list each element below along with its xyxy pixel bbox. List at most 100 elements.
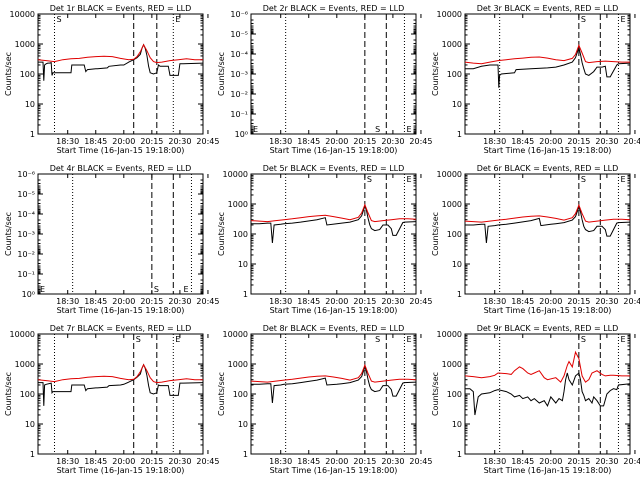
x-tick-label: 20:15 xyxy=(353,297,376,306)
x-tick-label: 20:45 xyxy=(196,137,219,146)
x-tick-label: 18:45 xyxy=(84,137,107,146)
x-tick-label: 20:30 xyxy=(381,297,404,306)
x-tick-label: 20:45 xyxy=(623,297,640,306)
x-tick-label: 20:45 xyxy=(409,137,432,146)
y-axis-label: Counts/sec xyxy=(4,212,13,256)
panel-5: Det 5r BLACK = Events, RED = LLD 1 10 100 10… xyxy=(217,164,432,315)
range-marker: E xyxy=(620,15,625,24)
x-tick-label: 20:15 xyxy=(140,297,163,306)
y-tick-label: 10 xyxy=(452,100,462,109)
x-axis-label: Start Time (16-Jan-15 19:18:00) xyxy=(270,306,398,315)
x-tick-label: 20:30 xyxy=(381,457,404,466)
x-tick-label: 18:30 xyxy=(56,137,79,146)
y-tick-label: 10 xyxy=(452,420,462,429)
plot-frame xyxy=(250,13,417,135)
y-tick-label: 10⁻³ xyxy=(17,230,35,239)
x-axis-label: Start Time (16-Jan-15 19:18:00) xyxy=(484,146,612,155)
y-tick-label: 10000 xyxy=(437,10,462,19)
x-tick-label: 18:45 xyxy=(511,297,534,306)
y-tick-label: 1000 xyxy=(15,40,35,49)
y-tick-label: 1 xyxy=(30,450,35,459)
y-tick-label: 10 xyxy=(238,420,248,429)
y-axis-label: Counts/sec xyxy=(217,372,226,416)
x-tick-label: 20:30 xyxy=(595,137,618,146)
panel-9: Det 9r BLACK = Events, RED = LLD 1 10 100 10… xyxy=(431,324,640,475)
range-marker: E xyxy=(620,335,625,344)
plot-frame xyxy=(250,333,417,455)
y-tick-label: 1 xyxy=(243,290,248,299)
panel-8: Det 8r BLACK = Events, RED = LLD 1 10 100 10… xyxy=(217,324,432,475)
panel-title: Det 4r BLACK = Events, RED = LLD xyxy=(50,164,192,173)
panel-title: Det 3r BLACK = Events, RED = LLD xyxy=(477,4,619,13)
events-series-line xyxy=(251,365,417,404)
x-tick-label: 18:30 xyxy=(269,297,292,306)
x-tick-label: 20:30 xyxy=(168,297,191,306)
panel-title: Det 1r BLACK = Events, RED = LLD xyxy=(50,4,192,13)
y-tick-label: 100 xyxy=(20,70,35,79)
y-tick-label: 1 xyxy=(30,130,35,139)
events-series-line xyxy=(465,45,631,88)
x-tick-label: 20:45 xyxy=(623,457,640,466)
x-tick-label: 18:45 xyxy=(511,137,534,146)
y-tick-label: 10⁰ xyxy=(235,130,248,139)
range-marker: S xyxy=(57,15,62,24)
x-tick-label: 20:15 xyxy=(140,137,163,146)
x-tick-label: 18:45 xyxy=(297,137,320,146)
range-marker: S xyxy=(154,285,159,294)
plot-frame xyxy=(37,173,204,295)
x-tick-label: 20:00 xyxy=(539,137,562,146)
y-tick-label: 100 xyxy=(447,230,462,239)
y-tick-label: 1000 xyxy=(228,200,248,209)
panel-1: Det 1r BLACK = Events, RED = LLD 1 10 100 10… xyxy=(4,4,219,155)
y-tick-label: 10⁻³ xyxy=(230,70,248,79)
x-tick-label: 18:30 xyxy=(56,457,79,466)
x-tick-label: 18:30 xyxy=(269,137,292,146)
lld-series-line xyxy=(464,350,630,383)
x-tick-label: 20:30 xyxy=(168,457,191,466)
y-tick-label: 10000 xyxy=(223,170,248,179)
x-tick-label: 20:45 xyxy=(409,297,432,306)
y-axis-label: Counts/sec xyxy=(431,52,440,96)
x-axis-label: Start Time (16-Jan-15 19:18:00) xyxy=(57,146,185,155)
x-axis-label: Start Time (16-Jan-15 19:18:00) xyxy=(484,466,612,475)
y-tick-label: 10000 xyxy=(437,330,462,339)
events-series-line xyxy=(38,43,204,81)
x-tick-label: 20:00 xyxy=(539,457,562,466)
x-tick-label: 18:30 xyxy=(483,457,506,466)
lld-series-line xyxy=(250,363,417,383)
y-tick-label: 10⁻¹ xyxy=(17,270,35,279)
x-tick-label: 20:45 xyxy=(409,457,432,466)
plot-frame xyxy=(250,173,417,295)
y-tick-label: 10⁻⁶ xyxy=(17,170,35,179)
panel-title: Det 7r BLACK = Events, RED = LLD xyxy=(50,324,192,333)
lld-series-line xyxy=(464,44,630,65)
range-marker: E xyxy=(175,335,180,344)
panel-7: Det 7r BLACK = Events, RED = LLD 1 10 100 10… xyxy=(4,324,219,475)
x-axis-label: Start Time (16-Jan-15 19:18:00) xyxy=(484,306,612,315)
x-tick-label: 20:15 xyxy=(353,457,376,466)
x-tick-label: 20:15 xyxy=(140,457,163,466)
y-tick-label: 10⁻⁴ xyxy=(230,50,248,59)
x-tick-label: 18:45 xyxy=(297,457,320,466)
x-tick-label: 18:45 xyxy=(297,297,320,306)
x-tick-label: 18:45 xyxy=(84,457,107,466)
plot-frame xyxy=(464,13,631,135)
range-marker: E xyxy=(175,15,180,24)
panel-title: Det 8r BLACK = Events, RED = LLD xyxy=(263,324,405,333)
y-axis-label: Counts/sec xyxy=(431,212,440,256)
y-axis-label: Counts/sec xyxy=(4,52,13,96)
y-tick-label: 1000 xyxy=(442,40,462,49)
y-tick-label: 10⁻¹ xyxy=(230,110,248,119)
y-tick-label: 1 xyxy=(243,450,248,459)
range-marker: E xyxy=(406,175,411,184)
y-tick-label: 1000 xyxy=(15,360,35,369)
range-marker: S xyxy=(136,335,141,344)
panel-2: Det 2r BLACK = Events, RED = LLD 10⁰ 10⁻¹ 1… xyxy=(217,4,432,155)
x-tick-label: 20:00 xyxy=(112,457,135,466)
y-axis-label: Counts/sec xyxy=(4,372,13,416)
x-tick-label: 20:00 xyxy=(325,457,348,466)
lld-series-line xyxy=(250,203,417,223)
x-tick-label: 20:15 xyxy=(567,137,590,146)
x-tick-label: 20:30 xyxy=(381,137,404,146)
